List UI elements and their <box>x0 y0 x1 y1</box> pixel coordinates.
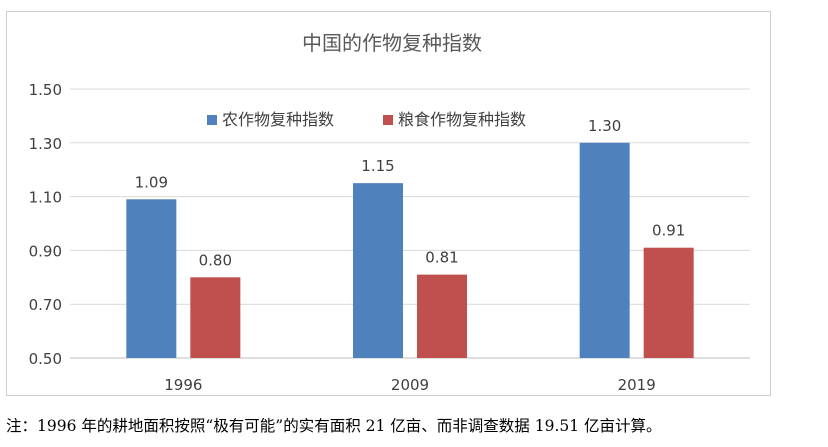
bar-2019-series-1 <box>579 142 630 358</box>
data-label: 0.91 <box>652 222 685 240</box>
legend-swatch-2 <box>383 115 393 125</box>
x-tick-label: 2009 <box>391 376 429 394</box>
bar-2019-series-2 <box>643 247 694 358</box>
legend-label-1: 农作物复种指数 <box>222 110 334 129</box>
chart-title: 中国的作物复种指数 <box>302 31 482 55</box>
bar-2009-series-2 <box>417 274 467 358</box>
x-tick-label: 1996 <box>164 376 202 394</box>
y-tick-label: 0.50 <box>29 350 62 368</box>
data-label: 1.30 <box>588 117 621 135</box>
bar-2009-series-1 <box>353 183 403 358</box>
data-label: 0.80 <box>199 251 232 269</box>
data-label: 0.81 <box>425 249 458 267</box>
data-label: 1.15 <box>361 157 394 175</box>
data-label: 1.09 <box>135 173 168 191</box>
legend-swatch-1 <box>207 115 217 125</box>
legend-label-2: 粮食作物复种指数 <box>398 110 526 129</box>
x-tick-label: 2019 <box>618 376 656 394</box>
bar-1996-series-2 <box>190 277 241 358</box>
y-tick-label: 0.70 <box>29 296 62 314</box>
y-tick-label: 1.10 <box>29 189 62 207</box>
y-tick-label: 0.90 <box>29 242 62 260</box>
footnote: 注：1996 年的耕地面积按照“极有可能”的实有面积 21 亿亩、而非调查数据 … <box>6 417 662 435</box>
y-tick-label: 1.50 <box>29 81 62 99</box>
y-tick-label: 1.30 <box>29 135 62 153</box>
bar-1996-series-1 <box>126 199 177 358</box>
